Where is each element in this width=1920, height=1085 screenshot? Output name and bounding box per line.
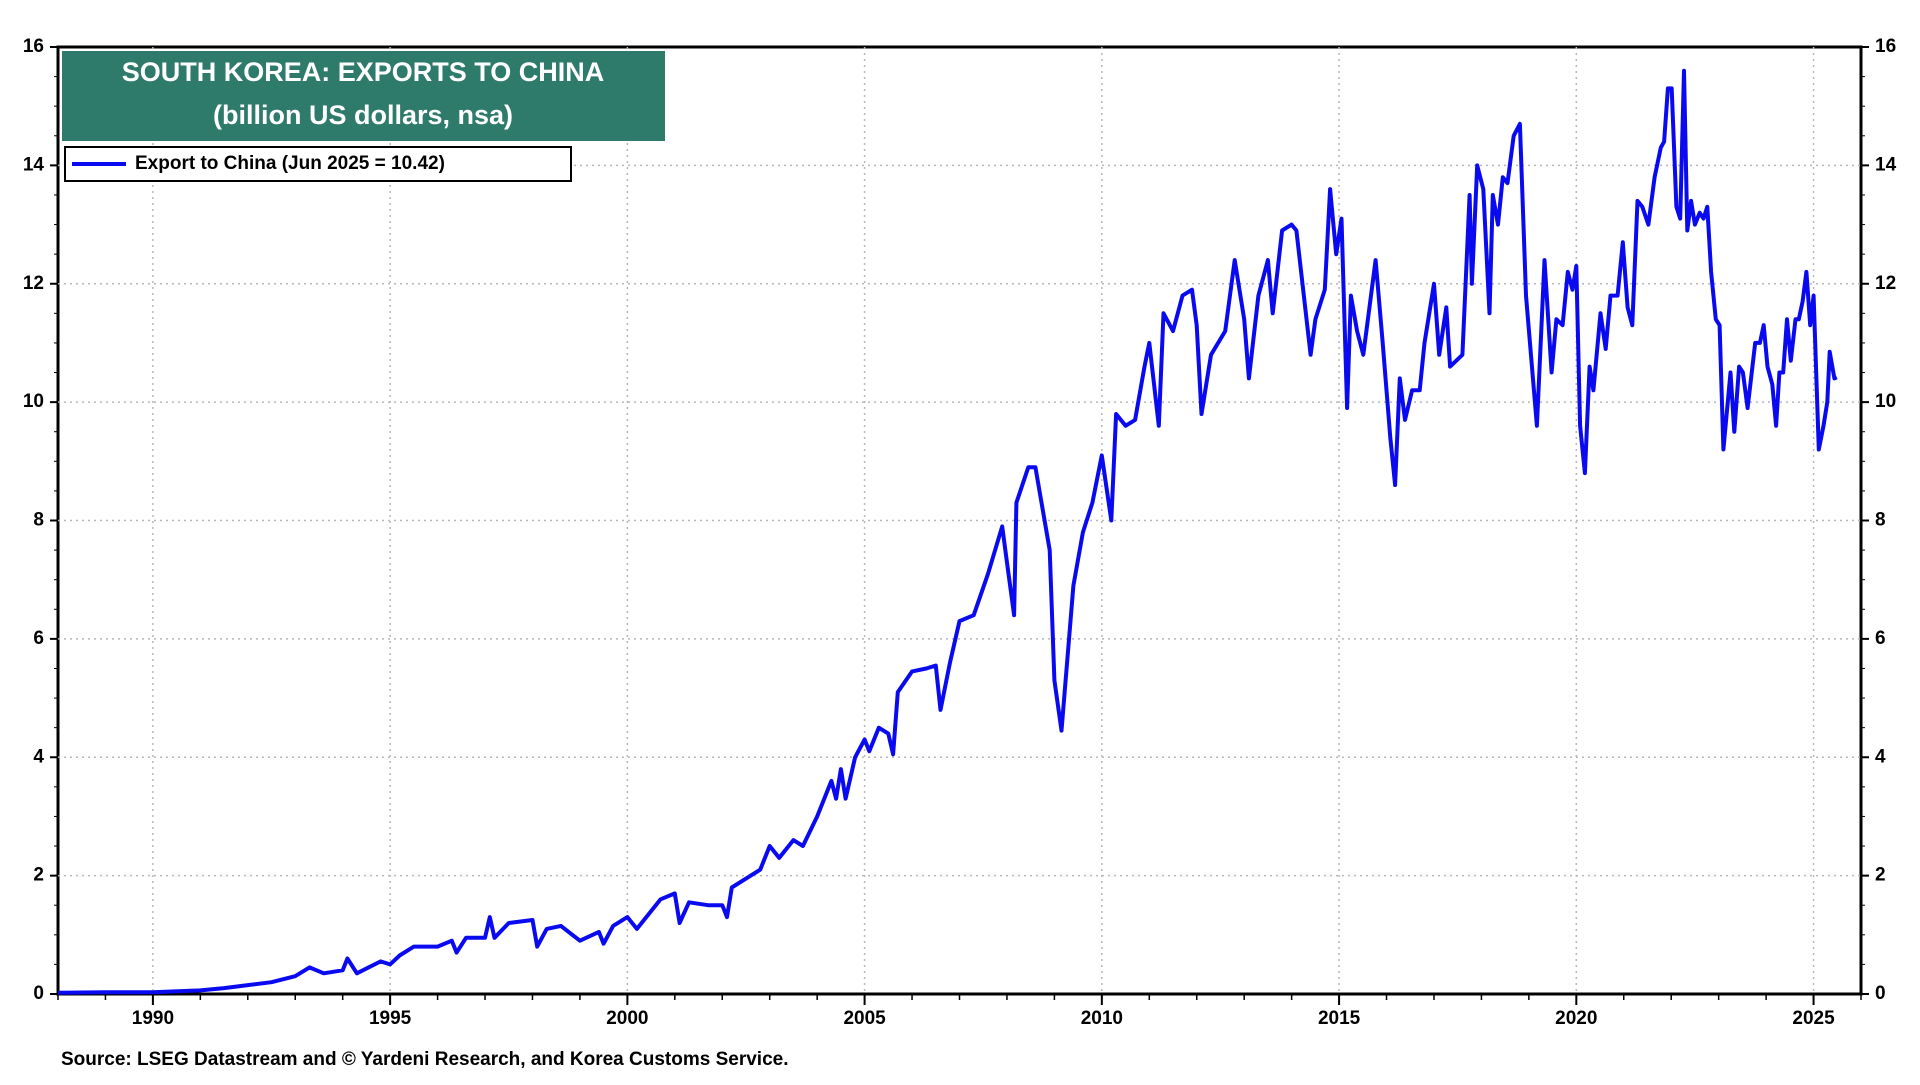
x-tick-label: 2000 xyxy=(606,1008,648,1029)
y2-tick-label: 10 xyxy=(1875,391,1896,412)
y2-tick-label: 16 xyxy=(1875,36,1896,57)
x-tick-label: 2010 xyxy=(1081,1008,1123,1029)
x-tick-label: 2025 xyxy=(1792,1008,1835,1029)
y-tick-label: 10 xyxy=(23,391,44,412)
y-tick-label: 4 xyxy=(33,746,44,767)
y2-tick-label: 14 xyxy=(1875,154,1897,175)
y2-tick-label: 0 xyxy=(1875,983,1886,1004)
legend-label: Export to China (Jun 2025 = 10.42) xyxy=(135,153,445,174)
y-tick-label: 16 xyxy=(23,36,44,57)
title-box xyxy=(62,51,665,141)
y-tick-label: 12 xyxy=(23,273,44,294)
data-line xyxy=(57,68,1838,995)
y-tick-label: 2 xyxy=(33,865,44,886)
x-tick-label: 1990 xyxy=(132,1008,174,1029)
chart-title: SOUTH KOREA: EXPORTS TO CHINA xyxy=(122,57,605,87)
y2-tick-label: 2 xyxy=(1875,865,1886,886)
y2-tick-label: 4 xyxy=(1875,746,1886,767)
legend-box xyxy=(64,146,572,182)
x-tick-label: 2005 xyxy=(843,1008,886,1029)
y-tick-label: 0 xyxy=(33,983,44,1004)
y2-tick-label: 6 xyxy=(1875,628,1886,649)
chart-subtitle: (billion US dollars, nsa) xyxy=(213,100,513,130)
x-tick-label: 2020 xyxy=(1555,1008,1597,1029)
x-tick-label: 2015 xyxy=(1318,1008,1361,1029)
y-tick-label: 6 xyxy=(33,628,44,649)
y2-tick-label: 8 xyxy=(1875,510,1886,531)
y-tick-label: 14 xyxy=(23,154,45,175)
y2-tick-label: 12 xyxy=(1875,273,1896,294)
grid xyxy=(50,46,1869,1005)
y-tick-label: 8 xyxy=(33,510,44,531)
source-note: Source: LSEG Datastream and © Yardeni Re… xyxy=(61,1049,788,1070)
lines xyxy=(57,68,1838,995)
x-tick-label: 1995 xyxy=(369,1008,412,1029)
